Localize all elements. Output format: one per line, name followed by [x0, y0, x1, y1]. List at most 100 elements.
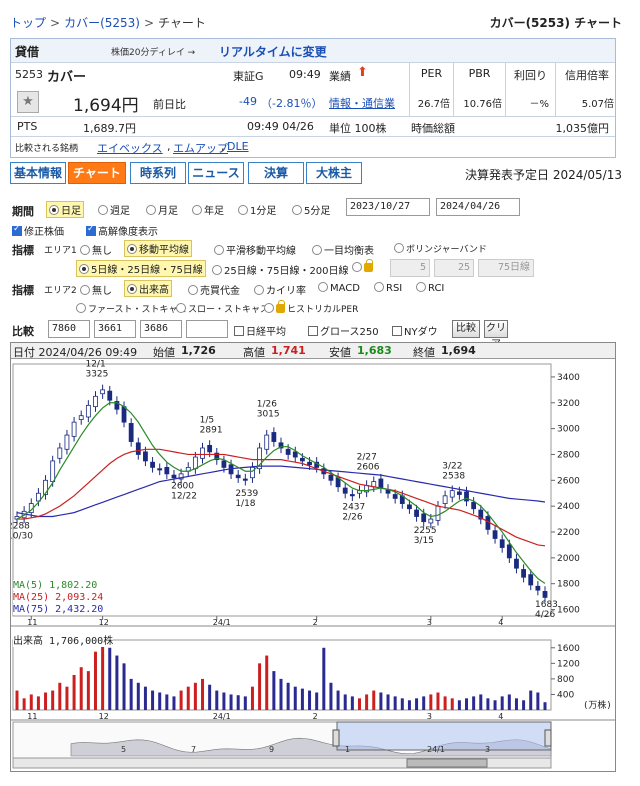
- compare-input-2[interactable]: 3661: [94, 320, 136, 338]
- radio-icon: [264, 303, 274, 313]
- area1-smoothed-ma-radio[interactable]: 平滑移動平均線: [214, 242, 296, 257]
- compare-nikkei-checkbox[interactable]: 日経平均: [234, 323, 286, 338]
- lend-badge: 貸借: [15, 45, 40, 59]
- volume-bar: [400, 698, 404, 710]
- area2-hist-per-radio[interactable]: ヒストリカルPER: [264, 300, 358, 315]
- realtime-link[interactable]: リアルタイムに変更: [219, 45, 327, 59]
- clear-button[interactable]: クリア: [484, 320, 508, 350]
- candle-body: [271, 432, 277, 442]
- compare-stock-link-1[interactable]: エイベックス: [97, 142, 163, 155]
- compare-nydow-checkbox[interactable]: NYダウ: [392, 323, 438, 338]
- tab-timeseries[interactable]: 時系列: [130, 162, 186, 184]
- area1-ma-radio[interactable]: 移動平均線: [124, 240, 192, 257]
- volume-bar: [300, 688, 304, 710]
- period-monthly-radio[interactable]: 月足: [146, 202, 178, 217]
- annotation-label: 2288: [11, 522, 30, 532]
- ma-custom-input-1[interactable]: 5: [390, 259, 430, 277]
- quote-header-row: 貸借 株価20分ディレイ → リアルタイムに変更: [11, 39, 615, 63]
- star-icon[interactable]: ★: [17, 91, 39, 113]
- y-tick-label: 2600: [557, 476, 580, 486]
- adjust-price-checkbox[interactable]: 修正株価: [12, 223, 64, 238]
- compare-input-3[interactable]: 3686: [140, 320, 182, 338]
- compare-input-1[interactable]: 7860: [48, 320, 90, 338]
- margin-value: 5.07倍: [581, 99, 614, 110]
- checkbox-icon: [86, 224, 96, 236]
- date-from-input[interactable]: 2023/10/27: [346, 198, 430, 216]
- pts-price: 1,689.7円: [83, 122, 136, 135]
- y-tick-label: 2800: [557, 450, 580, 460]
- area2-rci-radio[interactable]: RCI: [416, 282, 444, 294]
- volume-bar: [86, 671, 90, 710]
- checkbox-icon: [234, 326, 244, 336]
- ma-5-25-75-radio[interactable]: 5日線・25日線・75日線: [76, 260, 206, 277]
- ma-custom-radio[interactable]: [352, 259, 375, 274]
- ma-custom-input-3[interactable]: 75日線: [478, 259, 534, 277]
- volume-bar: [436, 692, 440, 710]
- sector-link[interactable]: 情報・通信業: [329, 97, 395, 110]
- area1-none-radio[interactable]: 無し: [80, 242, 112, 257]
- mktcap-value: 1,035億円: [555, 122, 610, 135]
- candle-body: [93, 395, 98, 408]
- volume-bar: [286, 682, 290, 710]
- ma-25-75-200-radio[interactable]: 25日線・75日線・200日線: [212, 262, 349, 277]
- candle-body: [392, 494, 398, 499]
- tab-chart[interactable]: チャート: [68, 162, 126, 184]
- navigator-right-handle[interactable]: [544, 729, 552, 747]
- compare-stock-link-2[interactable]: エムアップ: [173, 142, 228, 155]
- period-weekly-radio[interactable]: 週足: [98, 202, 130, 217]
- area2-turnover-radio[interactable]: 売買代金: [188, 282, 240, 297]
- area1-label: エリア1: [44, 246, 77, 256]
- checkbox-icon: [392, 326, 402, 336]
- ma-custom-input-2[interactable]: 25: [434, 259, 474, 277]
- navigator-scroll-thumb[interactable]: [406, 758, 488, 768]
- period-1min-radio[interactable]: 1分足: [238, 202, 276, 217]
- candle-body: [407, 504, 412, 510]
- volume-bar: [108, 647, 112, 710]
- candle-body: [171, 474, 177, 479]
- ma75-legend: MA(75) 2,432.20: [13, 604, 104, 615]
- area2-rsi-radio[interactable]: RSI: [374, 282, 402, 294]
- unit-label: 単位 100株: [329, 122, 387, 135]
- metrics-grid: PER 26.7倍 PBR 10.76倍 利回り －% 信用倍率 5.07倍: [409, 63, 617, 117]
- annotation-value: 10/30: [11, 532, 33, 542]
- area2-fast-stoch-radio[interactable]: ファースト・ストキャス: [76, 302, 187, 315]
- breadcrumb-company-link[interactable]: カバー(5253): [64, 16, 140, 30]
- area1-ichimoku-radio[interactable]: 一目均衡表: [312, 242, 374, 257]
- area2-none-radio[interactable]: 無し: [80, 282, 112, 297]
- volume-x-tick-label: 4: [498, 712, 503, 721]
- date-to-input[interactable]: 2024/04/26: [436, 198, 520, 216]
- area2-slow-stoch-radio[interactable]: スロー・ストキャス: [176, 302, 269, 315]
- candle-body: [278, 442, 284, 449]
- candle-body: [157, 468, 163, 471]
- volume-bar: [143, 686, 147, 710]
- volume-bar: [479, 694, 483, 710]
- pbr-value: 10.76倍: [463, 99, 502, 110]
- price-chart-svg[interactable]: 3400320030002800260024002200200018001600…: [11, 360, 615, 772]
- area1-bollinger-radio[interactable]: ボリンジャーバンド: [394, 242, 487, 255]
- compare-input-4[interactable]: [186, 320, 228, 338]
- tab-major-shareholders[interactable]: 大株主: [306, 162, 362, 184]
- navigator-left-handle[interactable]: [332, 729, 340, 747]
- option-label: 無し: [92, 286, 112, 297]
- tab-news[interactable]: ニュース: [188, 162, 244, 184]
- volume-bar: [44, 692, 48, 710]
- compare-stock-link-3[interactable]: DLE: [227, 140, 249, 153]
- pts-label: PTS: [17, 120, 38, 133]
- breadcrumb-top-link[interactable]: トップ: [10, 16, 47, 30]
- area2-macd-radio[interactable]: MACD: [318, 282, 360, 294]
- period-daily-radio[interactable]: 日足: [46, 201, 84, 218]
- annotation-value: 1/18: [235, 499, 255, 509]
- tab-basic-info[interactable]: 基本情報: [10, 162, 66, 184]
- volume-bar: [457, 700, 461, 710]
- option-label: 25日線・75日線・200日線: [224, 266, 349, 277]
- period-yearly-radio[interactable]: 年足: [192, 202, 224, 217]
- compare-growth-checkbox[interactable]: グロース250: [308, 323, 379, 338]
- tab-earnings[interactable]: 決算: [248, 162, 304, 184]
- price-plot-frame: [12, 363, 552, 617]
- area2-volume-radio[interactable]: 出来高: [124, 280, 172, 297]
- compare-button[interactable]: 比較: [452, 320, 480, 338]
- annotation-label: 2600: [171, 481, 194, 491]
- hires-checkbox[interactable]: 高解像度表示: [86, 223, 158, 238]
- period-5min-radio[interactable]: 5分足: [292, 202, 330, 217]
- area2-deviation-radio[interactable]: カイリ率: [254, 282, 306, 297]
